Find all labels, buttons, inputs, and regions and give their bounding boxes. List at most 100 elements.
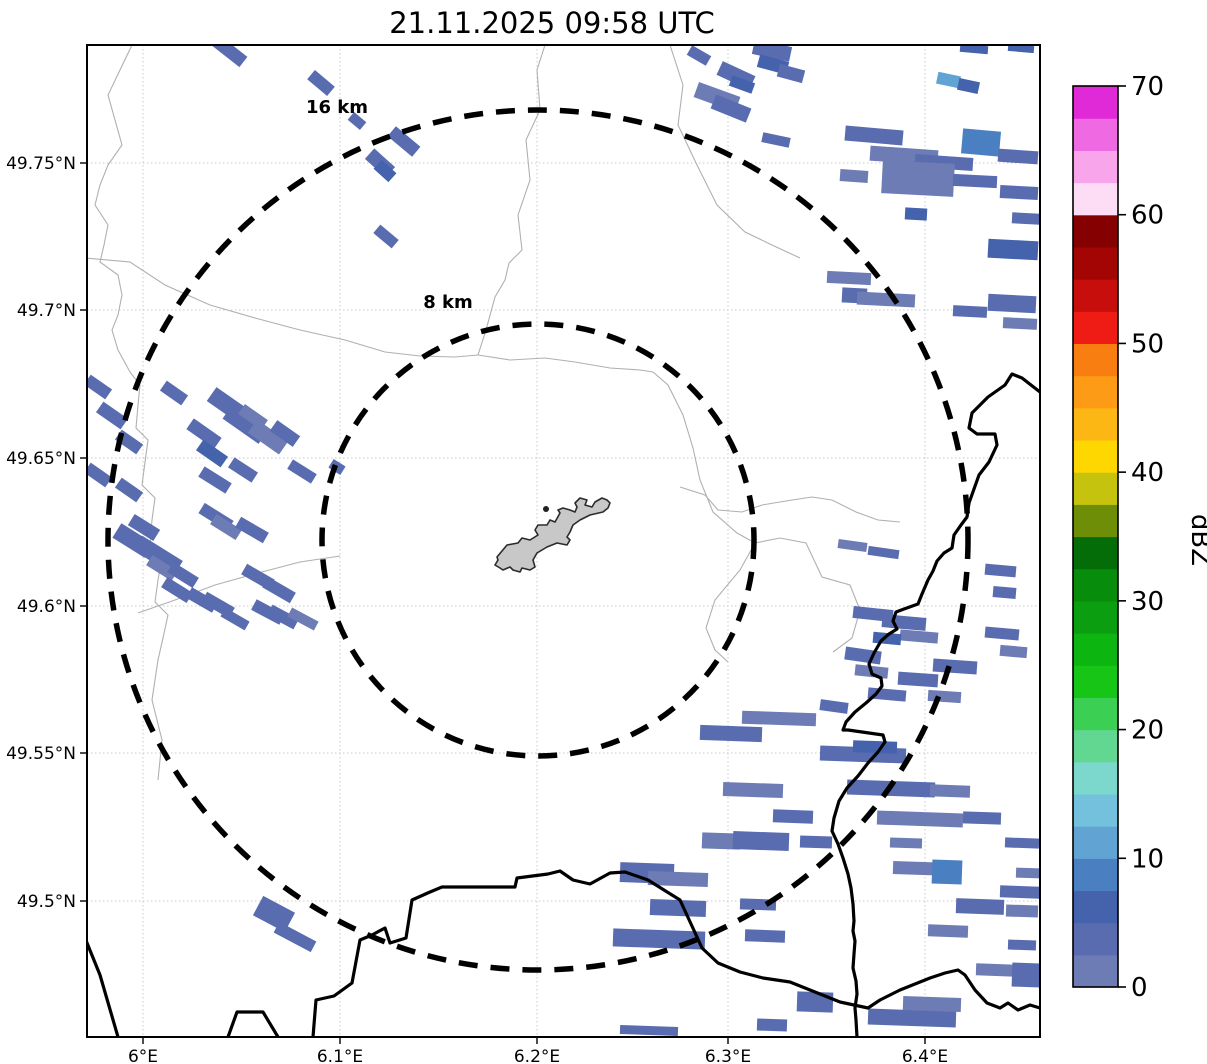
lat-tick-label: 49.55°N <box>6 744 76 764</box>
radar-echo <box>999 185 1039 200</box>
radar-echo <box>956 77 981 95</box>
colorbar-segment <box>1073 954 1118 988</box>
range-ring-16km <box>105 107 971 973</box>
colorbar-segments <box>1073 86 1118 988</box>
radar-echo <box>1002 317 1038 330</box>
radar-echo <box>902 995 962 1013</box>
admin-border <box>477 45 546 356</box>
radar-echo <box>269 420 301 447</box>
radar-echo <box>728 75 756 94</box>
colorbar-tick-label: 50 <box>1131 329 1164 359</box>
radar-echo <box>1011 962 1040 988</box>
admin-border <box>679 486 901 523</box>
longitude-tick-labels: 6°E 6.1°E 6.2°E 6.3°E 6.4°E <box>128 1047 948 1064</box>
radar-echo <box>962 811 1002 825</box>
radar-echo <box>1015 867 1040 879</box>
radar-echo <box>856 291 916 308</box>
country-border-france <box>311 869 1040 1037</box>
country-border-segment <box>87 938 120 1037</box>
colorbar-segment <box>1073 858 1118 892</box>
radar-echo <box>167 561 199 589</box>
colorbar-segment <box>1073 118 1118 151</box>
radar-echo <box>984 563 1017 578</box>
radar-echo <box>1007 45 1035 54</box>
radar-echo <box>959 45 989 55</box>
radar-echo <box>756 1018 788 1032</box>
radar-echo <box>133 535 183 576</box>
colorbar-tick-label: 20 <box>1131 716 1164 746</box>
radar-echo <box>373 159 397 183</box>
radar-echo <box>287 607 319 631</box>
colorbar-segment <box>1073 504 1118 538</box>
colorbar-segment <box>1073 922 1118 956</box>
radar-echo <box>987 293 1037 314</box>
radar-echo <box>212 45 248 68</box>
colorbar-segment <box>1073 761 1118 795</box>
radar-echo <box>881 160 955 197</box>
radar-echo <box>932 658 978 675</box>
radar-echo <box>619 1024 679 1037</box>
airport-marker-dot <box>543 506 549 512</box>
admin-border <box>477 354 861 653</box>
radar-echo <box>897 671 939 688</box>
range-rings <box>105 107 971 973</box>
radar-echo <box>867 545 900 560</box>
map-plot: 16 km 8 km 49.75°N 49.7°N 49.65°N <box>6 44 1041 1064</box>
radar-echo <box>837 539 868 552</box>
colorbar-segment <box>1073 182 1118 216</box>
colorbar-segment <box>1073 826 1118 859</box>
radar-echo <box>87 462 113 488</box>
lat-tick-label: 49.65°N <box>6 449 76 469</box>
radar-echo <box>732 831 790 851</box>
radar-echo <box>373 224 399 249</box>
colorbar-tick-labels: 0 10 20 30 40 50 60 70 <box>1118 72 1164 1003</box>
colorbar-segment <box>1073 568 1118 602</box>
colorbar-segment <box>1073 311 1118 345</box>
radar-echo <box>927 924 969 938</box>
graticule-gridlines <box>87 45 1040 1037</box>
radar-echo <box>796 991 834 1013</box>
radar-echo <box>867 1008 957 1028</box>
radar-echo <box>146 554 178 582</box>
radar-echo <box>889 837 923 849</box>
radar-echo <box>195 439 229 468</box>
radar-echo <box>649 899 707 917</box>
radar-echo <box>852 740 898 754</box>
radar-echo <box>844 125 904 146</box>
radar-echo <box>1007 939 1037 951</box>
radar-echo <box>952 173 998 189</box>
radar-echo <box>252 895 296 933</box>
colorbar-segment <box>1073 439 1118 473</box>
radar-echo <box>235 516 269 544</box>
colorbar-segment <box>1073 697 1118 731</box>
lon-tick-label: 6.4°E <box>902 1047 948 1064</box>
radar-echo <box>984 626 1020 641</box>
airport-area-polygon <box>494 497 611 573</box>
colorbar-segment <box>1073 665 1118 698</box>
admin-border <box>669 45 801 259</box>
lon-tick-label: 6.2°E <box>514 1047 560 1064</box>
radar-echo <box>929 784 971 798</box>
colorbar-outline <box>1072 85 1119 988</box>
lon-tick-label: 6°E <box>128 1047 158 1064</box>
radar-echo <box>751 45 793 62</box>
radar-echo-layer <box>87 45 1040 1037</box>
radar-echo <box>1005 904 1039 918</box>
radar-echo <box>904 207 928 221</box>
radar-echo <box>741 710 817 727</box>
country-borders <box>87 372 1040 1037</box>
colorbar-segment <box>1073 793 1118 827</box>
colorbar-tick-label: 10 <box>1131 844 1164 874</box>
radar-echo <box>799 835 833 849</box>
radar-echo <box>761 132 791 148</box>
colorbar-tick-label: 70 <box>1131 72 1164 102</box>
radar-echo <box>699 724 763 743</box>
radar-echo <box>127 514 161 541</box>
radar-echo <box>686 45 712 66</box>
radar-echo <box>955 898 1005 915</box>
colorbar-segment <box>1073 214 1118 248</box>
radar-echo <box>999 885 1040 899</box>
radar-echo <box>227 457 259 483</box>
